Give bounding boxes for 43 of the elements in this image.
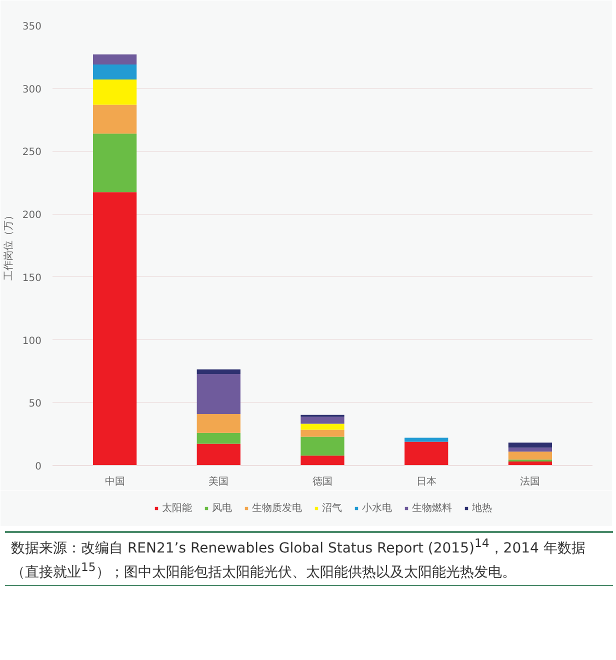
bar xyxy=(404,442,448,466)
bar xyxy=(93,64,137,80)
legend-label: 小水电 xyxy=(362,502,392,515)
x-tick-label: 日本 xyxy=(416,476,436,488)
x-tick-label: 法国 xyxy=(520,476,540,488)
legend-label: 地热 xyxy=(472,502,492,515)
x-tick-label: 德国 xyxy=(312,476,332,488)
legend-label: 生物燃料 xyxy=(412,502,452,515)
y-tick-label: 150 xyxy=(22,272,42,284)
bar xyxy=(196,414,240,433)
bar xyxy=(300,456,344,466)
bar xyxy=(300,416,344,424)
bar xyxy=(93,104,137,134)
bar xyxy=(93,192,137,466)
legend-label: 太阳能 xyxy=(162,502,192,515)
bar xyxy=(196,369,240,374)
y-tick-label: 200 xyxy=(22,210,42,222)
bar xyxy=(93,80,137,105)
bar xyxy=(508,442,552,448)
y-tick-label: 250 xyxy=(22,147,42,158)
bar xyxy=(196,432,240,444)
bar xyxy=(93,134,137,192)
bar xyxy=(508,448,552,452)
y-tick-label: 100 xyxy=(22,336,42,347)
legend-label: 风电 xyxy=(212,502,232,515)
x-tick-label: 美国 xyxy=(208,476,229,488)
y-tick-label: 50 xyxy=(28,398,42,410)
text: 数据来源：改编自 REN21’s Renewables Global Status Report (2015)$^{14}$，2014 年数据（直接就业$^{15}$）；图中太阳能包括太阳能光伏、太阳能供热以及太阳能光热发电。 xyxy=(11,536,586,581)
y-axis-title: 工作岗位（万） xyxy=(2,210,14,280)
x-tick-label: 中国 xyxy=(104,476,125,488)
legend-label: 沼气 xyxy=(322,502,342,515)
bar xyxy=(93,54,137,64)
y-tick-label: 300 xyxy=(22,84,42,96)
bar xyxy=(404,438,448,442)
legend-label: 生物质发电 xyxy=(252,502,302,515)
bar xyxy=(300,436,344,456)
y-tick-label: 0 xyxy=(35,462,42,472)
bar xyxy=(196,444,240,466)
bar xyxy=(508,452,552,460)
bar xyxy=(300,424,344,430)
y-tick-label: 350 xyxy=(22,22,42,32)
bar xyxy=(300,430,344,437)
bar xyxy=(196,374,240,414)
